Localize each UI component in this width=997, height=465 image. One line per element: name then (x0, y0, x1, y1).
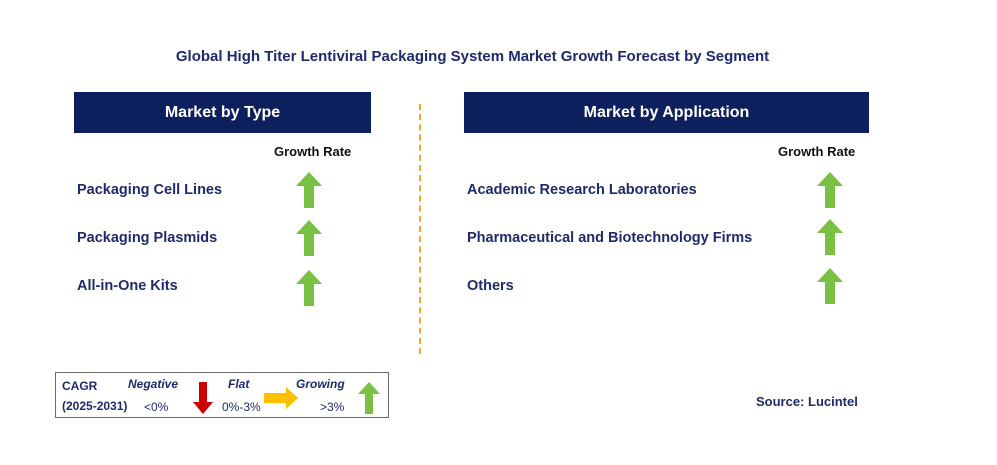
application-item-label: Academic Research Laboratories (467, 182, 697, 198)
type-item-label: Packaging Cell Lines (77, 182, 223, 198)
source-label: Source: Lucintel (756, 394, 858, 409)
growing-arrow-icon (296, 220, 322, 256)
growing-arrow-icon (817, 219, 843, 255)
growing-arrow-icon (817, 172, 843, 208)
growing-arrow-icon (296, 172, 322, 208)
growing-arrow-icon (817, 268, 843, 304)
type-item-label: Packaging Plasmids (77, 230, 218, 246)
legend-cagr-label: CAGR (62, 379, 98, 393)
type-growth-rate-label: Growth Rate (274, 144, 352, 159)
growing-arrow-icon (358, 382, 380, 414)
application-growth-rate-label: Growth Rate (778, 144, 856, 159)
legend-years: (2025-2031) (62, 399, 128, 413)
legend-growing-label: Growing (296, 377, 345, 391)
legend-flat-range: 0%-3% (222, 400, 261, 414)
application-item-label: Others (467, 278, 514, 294)
panel-divider (419, 104, 421, 354)
type-panel-header: Market by Type (74, 92, 371, 133)
application-panel-header: Market by Application (464, 92, 869, 133)
flat-arrow-icon (264, 387, 298, 409)
application-item-label: Pharmaceutical and Biotechnology Firms (467, 230, 753, 246)
cagr-legend: CAGR (2025-2031) Negative <0% Flat 0%-3%… (55, 372, 389, 418)
legend-negative-label: Negative (128, 377, 179, 391)
legend-negative-range: <0% (144, 400, 169, 414)
type-item-label: All-in-One Kits (77, 278, 178, 294)
negative-arrow-icon (193, 382, 213, 414)
legend-growing-range: >3% (320, 400, 345, 414)
page-title: Global High Titer Lentiviral Packaging S… (175, 48, 770, 65)
legend-flat-label: Flat (228, 377, 250, 391)
growing-arrow-icon (296, 270, 322, 306)
